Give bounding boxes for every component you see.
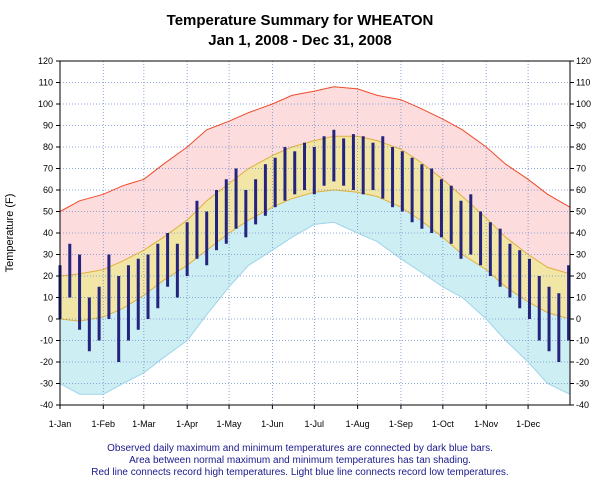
y-tick-label-left: -10 <box>40 336 53 346</box>
y-tick-label-left: -20 <box>40 357 53 367</box>
y-tick-label-right: -30 <box>576 379 589 389</box>
y-tick-label-left: 20 <box>43 271 53 281</box>
y-tick-label-right: 100 <box>576 99 591 109</box>
y-tick-label-right: -40 <box>576 400 589 410</box>
y-tick-label-left: 30 <box>43 250 53 260</box>
x-tick-label: 1-Mar <box>132 419 156 429</box>
record-high-series-line <box>59 86 571 212</box>
y-tick-label-left: -40 <box>40 400 53 410</box>
y-tick-label-right: 90 <box>576 121 586 131</box>
note-observed: Observed daily maximum and minimum tempe… <box>107 443 493 454</box>
record-low-line <box>59 221 571 395</box>
x-tick-label: 1-May <box>217 419 243 429</box>
y-tick-label-right: -20 <box>576 357 589 367</box>
y-tick-label-left: 120 <box>38 56 53 66</box>
x-tick-label: 1-Aug <box>346 419 370 429</box>
note-normal: Area between normal maximum and minimum … <box>129 455 471 466</box>
y-tick-label-left: 60 <box>43 185 53 195</box>
y-tick-label-right: 120 <box>576 56 591 66</box>
record-low-series-line <box>59 221 571 395</box>
y-tick-label-right: 80 <box>576 142 586 152</box>
record-high-band <box>60 86 570 276</box>
x-tick-label: 1-Jun <box>261 419 284 429</box>
record-high-line <box>59 86 571 212</box>
y-tick-label-right: -10 <box>576 336 589 346</box>
y-tick-label-right: 40 <box>576 228 586 238</box>
chart-title: Temperature Summary for WHEATON <box>167 12 434 29</box>
y-tick-label-left: 70 <box>43 164 53 174</box>
y-axis-label: Temperature (F) <box>4 194 16 273</box>
y-tick-label-left: 50 <box>43 207 53 217</box>
y-tick-label-left: 10 <box>43 293 53 303</box>
y-tick-label-right: 10 <box>576 293 586 303</box>
x-tick-label: 1-Nov <box>474 419 499 429</box>
y-tick-label-left: 80 <box>43 142 53 152</box>
y-tick-label-right: 110 <box>576 78 590 88</box>
y-axis-right: -40 -30 -20 -10 0 10 20 30 40 50 60 70 80 90 100 110 120 <box>570 56 591 410</box>
x-tick-label: 1-Oct <box>432 419 455 429</box>
y-tick-label-right: 70 <box>576 164 586 174</box>
y-axis-left: -40 -30 -20 -10 0 10 20 30 40 50 60 70 80 90 100 110 120 <box>38 56 60 410</box>
y-tick-label-left: 40 <box>43 228 53 238</box>
y-tick-label-left: -30 <box>40 379 53 389</box>
y-tick-label-right: 20 <box>576 271 586 281</box>
y-tick-label-left: 0 <box>48 314 53 324</box>
note-records: Red line connects record high temperatur… <box>91 467 508 478</box>
y-tick-label-right: 60 <box>576 185 586 195</box>
y-tick-label-left: 100 <box>38 99 53 109</box>
record-high-area <box>60 86 570 276</box>
y-tick-label-right: 50 <box>576 207 586 217</box>
y-tick-label-right: 30 <box>576 250 586 260</box>
x-axis: 1-Jan 1-Feb 1-Mar 1-Apr 1-May 1-Jun 1-Jul 1-Aug… <box>49 405 541 429</box>
x-tick-label: 1-Jul <box>305 419 325 429</box>
x-tick-label: 1-Apr <box>176 419 198 429</box>
chart-subtitle: Jan 1, 2008 - Dec 31, 2008 <box>208 32 391 49</box>
y-tick-label-left: 90 <box>43 121 53 131</box>
y-tick-label-right: 0 <box>576 314 581 324</box>
x-tick-label: 1-Dec <box>516 419 541 429</box>
y-tick-label-left: 110 <box>39 78 53 88</box>
x-tick-label: 1-Sep <box>389 419 413 429</box>
x-tick-label: 1-Jan <box>49 419 72 429</box>
x-tick-label: 1-Feb <box>92 419 116 429</box>
